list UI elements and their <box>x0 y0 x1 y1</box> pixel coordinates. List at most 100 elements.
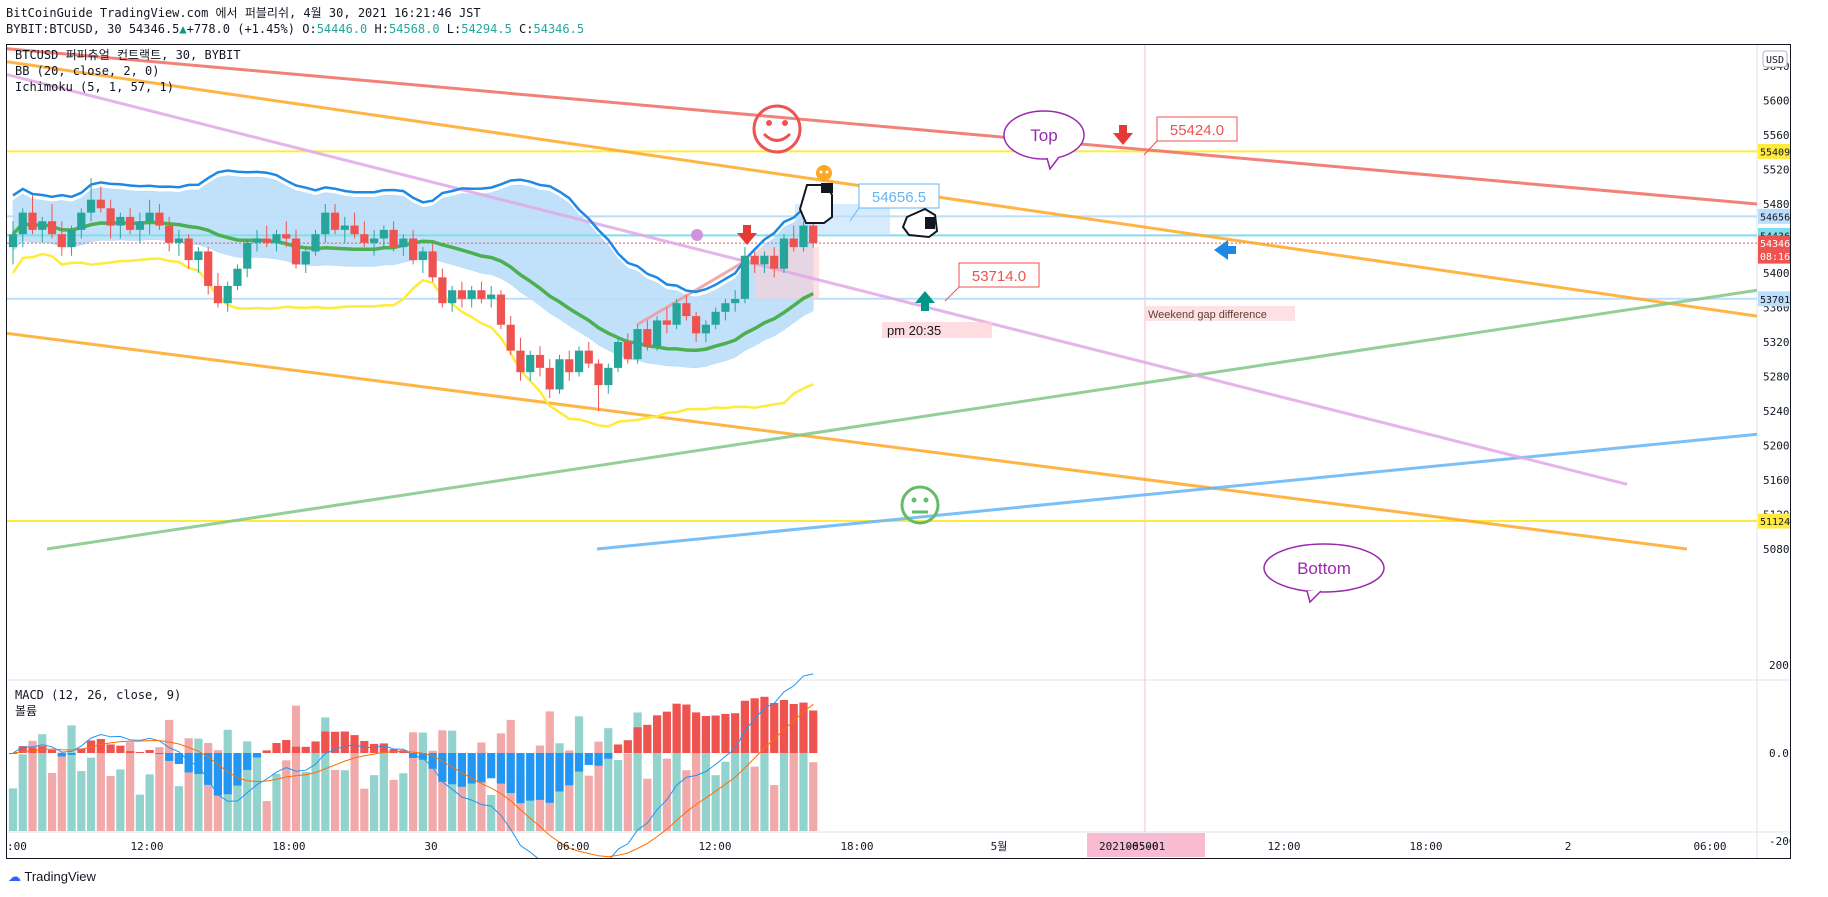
gap-note: Weekend gap difference <box>1148 309 1267 321</box>
volume-bar <box>633 712 642 831</box>
callout-54656: 54656.5 <box>849 183 940 222</box>
high-value: 54568.0 <box>388 22 440 36</box>
price-tick-label: 52400.0 <box>1763 405 1790 418</box>
volume-bar <box>379 747 388 831</box>
macd-histogram-bar <box>301 746 310 753</box>
macd-histogram-bar <box>692 712 701 753</box>
open-value: 54446.0 <box>316 22 368 36</box>
candle-body <box>477 290 486 299</box>
candle-body <box>174 238 184 243</box>
candle-body <box>409 238 418 261</box>
macd-histogram-bar <box>155 753 164 754</box>
candle-body <box>731 298 740 304</box>
macd-histogram-bar <box>623 740 632 753</box>
price-tick-label: 52000.0 <box>1763 440 1790 453</box>
macd-histogram-bar <box>526 753 535 801</box>
volume-bar <box>692 743 701 831</box>
volume-bar <box>86 757 96 831</box>
candle-body <box>8 234 18 248</box>
macd-histogram-bar <box>350 735 359 753</box>
time-tick-label: 18:00 <box>272 840 305 853</box>
macd-histogram-bar <box>428 753 437 769</box>
volume-bar <box>340 770 349 831</box>
currency-label: USD <box>1766 55 1784 66</box>
macd-histogram-bar <box>282 739 291 753</box>
volume-bar <box>18 754 27 831</box>
time-tick-label: 30 <box>424 840 437 853</box>
candle-body <box>57 234 66 248</box>
volume-bar <box>301 771 310 831</box>
macd-histogram-bar <box>77 748 86 753</box>
volume-bar <box>662 758 671 831</box>
macd-histogram-bar <box>18 746 27 753</box>
candle-body <box>760 255 769 265</box>
candle-body <box>535 354 545 368</box>
descending-line <box>6 73 1628 486</box>
chart-frame[interactable]: 56400.056000.055600.055200.054800.054000… <box>6 44 1809 872</box>
macd-histogram-bar <box>594 753 603 766</box>
macd-histogram-bar <box>613 744 623 753</box>
volume-bar <box>145 774 154 831</box>
macd-histogram-bar <box>213 753 223 796</box>
legend-macd: MACD (12, 26, close, 9) <box>15 688 181 702</box>
macd-histogram-bar <box>721 713 730 753</box>
volume-bar <box>711 775 720 831</box>
cat-face-icon <box>816 165 832 181</box>
volume-bar <box>174 786 184 831</box>
macd-histogram-bar <box>243 753 252 770</box>
volume-bar <box>194 738 203 831</box>
macd-histogram-bar <box>438 753 447 782</box>
candle-body <box>360 234 369 243</box>
candle-body <box>18 212 27 235</box>
candle-body <box>155 212 164 226</box>
volume-bar <box>652 744 662 831</box>
currency-badge[interactable] <box>1762 50 1788 68</box>
candle-body <box>662 320 671 325</box>
callout-53714: 53714.0 <box>944 262 1040 302</box>
candle-body <box>330 212 340 230</box>
chart-canvas[interactable]: 56400.056000.055600.055200.054800.054000… <box>6 45 1809 872</box>
candle-body <box>233 268 242 286</box>
last-price: 54346.5 <box>128 22 180 36</box>
candle-body <box>184 238 193 261</box>
low-label: L: <box>446 22 462 36</box>
volume-bar <box>594 741 603 831</box>
candle-body <box>135 221 144 230</box>
volume-bar <box>233 775 242 831</box>
candle-body <box>565 359 574 373</box>
price-tick-label: 51600.0 <box>1763 474 1790 487</box>
attribution-text: BitCoinGuide TradingView.com 에서 퍼블리쉬, 4월… <box>6 6 481 20</box>
volume-bar <box>457 783 467 831</box>
candle-body <box>750 255 759 265</box>
candle-body <box>204 251 213 286</box>
candle-body <box>809 225 818 244</box>
macd-histogram-bar <box>662 711 671 753</box>
time-axis[interactable]: :00 12:00 18:00 30 06:00 12:00 18:00 5월 06:00 12:… <box>7 833 1727 857</box>
macd-histogram-bar <box>330 731 340 753</box>
price-axis[interactable]: 56400.056000.055600.055200.054800.054000… <box>1758 60 1809 858</box>
time-tick-label: 12:00 <box>1267 840 1300 853</box>
candle-body <box>506 324 515 351</box>
volume-bar <box>126 742 135 831</box>
candle-body <box>399 238 408 248</box>
candle-body <box>701 324 710 334</box>
volume-bar <box>418 732 427 831</box>
down-arrow-icon <box>737 225 757 245</box>
volume-bar <box>613 760 623 831</box>
bottom-label: Bottom <box>1297 559 1351 578</box>
callout-54656-text: 54656.5 <box>872 189 926 206</box>
volume-bar <box>487 794 496 831</box>
time-note: pm 20:35 <box>887 323 941 338</box>
tradingview-logo[interactable]: ☁ TradingView <box>8 869 96 884</box>
price-tag-label: 53701.0 <box>1760 295 1790 306</box>
legend-bb: BB (20, close, 2, 0) <box>15 64 160 78</box>
callout-55424: 55424.0 <box>1143 116 1238 156</box>
volume-bar <box>399 773 408 831</box>
price-tick-label: 56000.0 <box>1763 95 1790 108</box>
macd-histogram-bar <box>448 753 457 785</box>
time-tick-label: 2 <box>1565 840 1572 853</box>
macd-histogram-bar <box>145 750 154 753</box>
candle-body <box>438 277 447 304</box>
volume-bar <box>135 794 144 831</box>
trend-lines[interactable] <box>6 47 1758 551</box>
